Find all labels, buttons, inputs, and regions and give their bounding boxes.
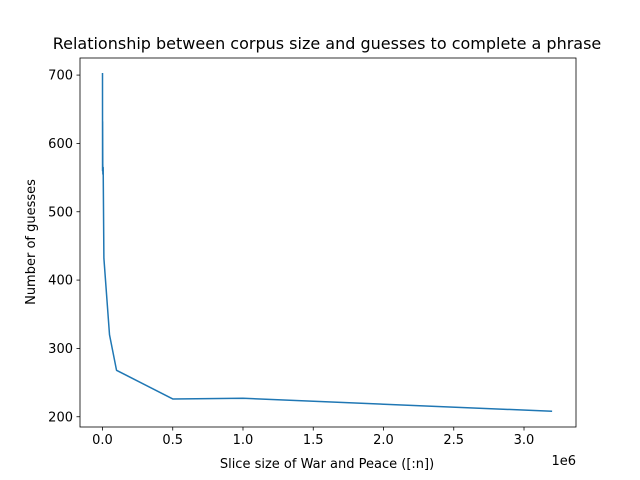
x-tick-label: 1.0: [233, 433, 254, 448]
y-tick-label: 200: [48, 410, 73, 425]
x-tick-label: 2.0: [373, 433, 394, 448]
series-line-0: [101, 73, 553, 413]
y-tick-label: 400: [48, 274, 73, 289]
x-tick-label: 0.0: [92, 433, 113, 448]
axes-frame: [79, 57, 577, 428]
x-tick-label: 2.5: [443, 433, 464, 448]
y-tick-label: 500: [48, 205, 73, 220]
x-tick-label: 1.5: [303, 433, 324, 448]
axes: 0.0 0.5 1.0 1.5 2.0 2.5 3.0 200 300 400 500 600 700: [48, 57, 577, 448]
plot-area: [101, 73, 553, 413]
x-axis-offset-label: 1e6: [551, 454, 576, 469]
y-tick-label: 300: [48, 342, 73, 357]
x-axis-label: Slice size of War and Peace ([:n]): [220, 457, 434, 472]
chart-title: Relationship between corpus size and gue…: [53, 34, 602, 53]
y-axis-label: Number of guesses: [24, 179, 39, 305]
y-tick-label: 600: [48, 137, 73, 152]
x-tick-label: 3.0: [514, 433, 535, 448]
x-tick-label: 0.5: [162, 433, 183, 448]
y-tick-label: 700: [48, 69, 73, 84]
